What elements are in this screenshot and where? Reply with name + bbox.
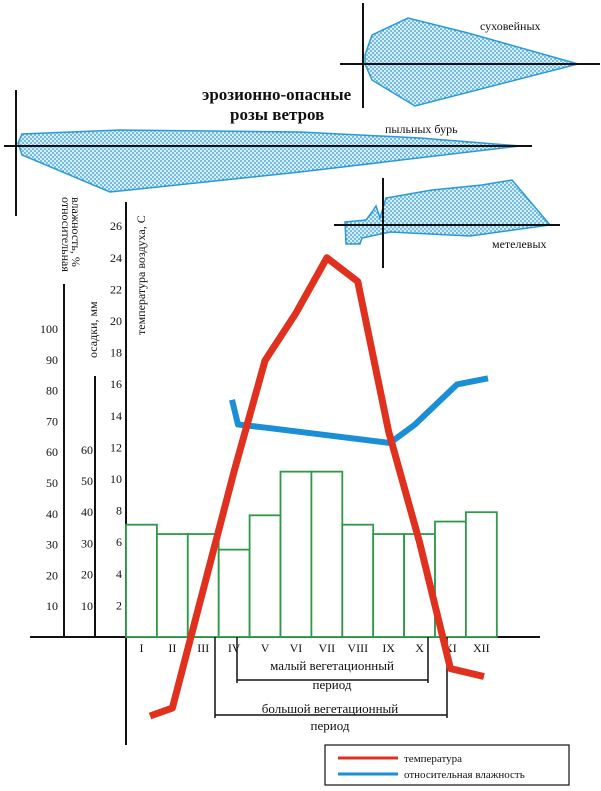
humidity-tick-label: 70 [46, 414, 58, 428]
rose-sukhovei: суховейных [340, 3, 600, 108]
temp-tick-label: 12 [110, 440, 122, 454]
temp-tick-label: 26 [110, 219, 122, 233]
month-label: IV [228, 641, 241, 655]
precip-bar [464, 511, 498, 638]
axis-title-precip: осадки, мм [86, 301, 100, 358]
title-line2: розы ветров [230, 105, 324, 124]
temp-tick-label: 8 [116, 504, 122, 518]
precip-tick-label: 60 [81, 443, 93, 457]
humidity-tick-label: 20 [46, 568, 58, 582]
month-label: XII [473, 641, 490, 655]
precip-bar [217, 548, 251, 638]
title-line1: эрозионно-опасные [202, 85, 352, 104]
period-large-line2: период [311, 718, 350, 733]
precip-bars [125, 470, 498, 638]
precip-tick-label: 50 [81, 474, 93, 488]
humidity-ticks: 10 20 30 40 50 60 70 80 90 100 [40, 322, 58, 613]
axis-title-temp: температура воздуха, С [134, 215, 148, 335]
humidity-tick-label: 50 [46, 476, 58, 490]
legend-label-humidity: относительная влажность [404, 769, 525, 781]
rose-dust: пыльных бурь [4, 90, 532, 216]
precip-bar [341, 523, 375, 638]
humidity-series-line [229, 375, 489, 446]
month-label: VII [319, 641, 336, 655]
precip-bar [279, 470, 313, 638]
temp-tick-label: 14 [110, 409, 122, 423]
precip-tick-label: 10 [81, 599, 93, 613]
temp-tick-label: 22 [110, 282, 122, 296]
temp-tick-label: 2 [116, 598, 122, 612]
humidity-tick-label: 10 [46, 599, 58, 613]
temp-tick-label: 10 [110, 472, 122, 486]
month-label: II [168, 641, 176, 655]
month-label: I [139, 641, 143, 655]
temp-tick-label: 18 [110, 346, 122, 360]
precip-bar [372, 533, 406, 638]
temp-tick-label: 16 [110, 377, 122, 391]
rose-label-sukhovei: суховейных [480, 19, 541, 33]
precip-tick-label: 40 [81, 505, 93, 519]
rose-label-snow: метелевых [492, 237, 547, 251]
temp-tick-label: 4 [116, 567, 122, 581]
month-label: III [197, 641, 209, 655]
humidity-tick-label: 90 [46, 353, 58, 367]
legend: температура относительная влажность [324, 744, 570, 786]
precip-tick-label: 20 [81, 568, 93, 582]
month-label: X [415, 641, 424, 655]
humidity-tick-label: 40 [46, 507, 58, 521]
precip-bar [155, 533, 189, 638]
period-small-line2: период [313, 677, 352, 692]
temp-tick-label: 24 [110, 251, 122, 265]
precip-bar [125, 523, 158, 638]
humidity-tick-label: 80 [46, 384, 58, 398]
month-label: IX [382, 641, 395, 655]
month-label: VI [290, 641, 303, 655]
axis-title-humidity-2: влажность, % [69, 197, 83, 267]
rose-label-dust: пыльных бурь [385, 122, 458, 136]
precip-bar [248, 514, 282, 638]
period-small-line1: малый вегетационный [270, 658, 394, 673]
legend-label-temperature: температура [404, 753, 462, 765]
precip-bar [310, 470, 344, 638]
axis-title-humidity-1: относительная [59, 197, 73, 272]
month-label: V [261, 641, 270, 655]
month-label: VIII [347, 641, 368, 655]
period-large-line1: большой вегетационный [262, 701, 399, 716]
temp-tick-label: 6 [116, 535, 122, 549]
humidity-tick-label: 60 [46, 445, 58, 459]
temperature-series-line [148, 254, 485, 720]
temp-tick-label: 20 [110, 314, 122, 328]
precip-ticks: 10 20 30 40 50 60 [81, 443, 93, 613]
rose-snow: метелевых [334, 178, 560, 268]
humidity-tick-label: 30 [46, 538, 58, 552]
precip-tick-label: 30 [81, 536, 93, 550]
humidity-tick-label: 100 [40, 322, 58, 336]
